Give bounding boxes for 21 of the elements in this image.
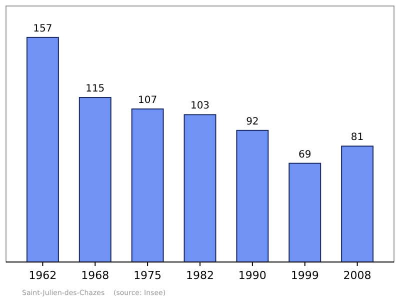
x-tick-label: 1999 (290, 269, 319, 282)
data-label: 107 (138, 94, 158, 106)
x-tick-label: 1968 (81, 269, 110, 282)
data-label: 69 (298, 149, 312, 160)
x-tick-label: 1975 (134, 269, 162, 282)
x-tick-label: 1990 (238, 269, 266, 282)
x-tick-label: 2008 (343, 269, 372, 282)
data-label: 103 (190, 100, 210, 112)
bar (341, 146, 374, 262)
bar (131, 108, 164, 262)
data-label: 157 (33, 23, 52, 34)
data-label: 115 (86, 84, 105, 95)
bar (236, 130, 269, 262)
data-label: 92 (246, 116, 259, 128)
bar (184, 114, 216, 262)
data-label: 81 (350, 132, 364, 144)
bar (288, 162, 322, 262)
bar (78, 97, 112, 262)
x-tick-label: 1982 (186, 269, 214, 282)
x-tick-label: 1962 (28, 269, 57, 282)
bar (26, 36, 59, 262)
